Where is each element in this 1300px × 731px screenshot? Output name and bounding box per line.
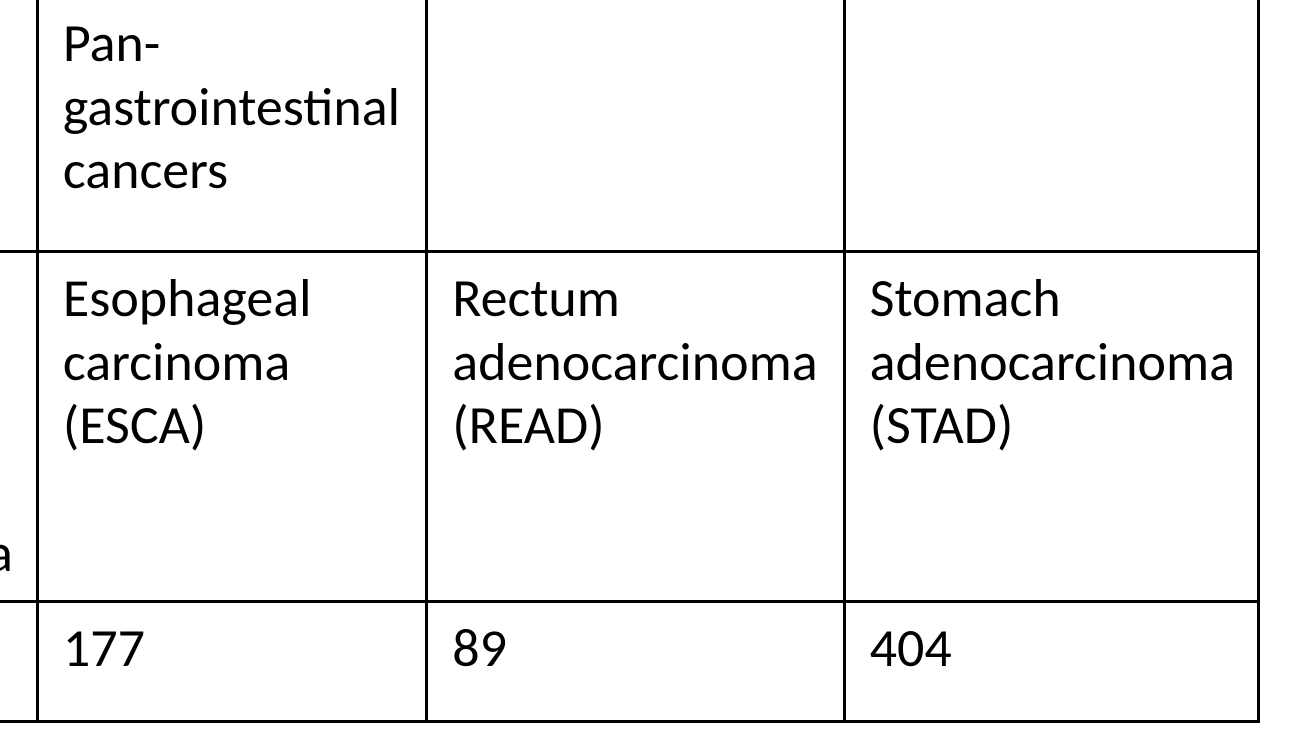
table-cell	[0, 0, 37, 252]
table-row: 177 89 404	[0, 602, 1259, 722]
table-cell: a	[0, 252, 37, 602]
table-cell: Stomach adenocarcinoma (STAD)	[844, 252, 1258, 602]
table-container: Pan-gastrointestinal cancers a Esophagea…	[0, 0, 1300, 731]
table-cell: 404	[844, 602, 1258, 722]
table-cell	[844, 0, 1258, 252]
cancer-table: Pan-gastrointestinal cancers a Esophagea…	[0, 0, 1260, 723]
table-cell: 89	[427, 602, 844, 722]
table-cell: Rectum adenocarcinoma (READ)	[427, 252, 844, 602]
table-cell: Pan-gastrointestinal cancers	[37, 0, 426, 252]
table-row: a Esophageal carcinoma (ESCA) Rectum ade…	[0, 252, 1259, 602]
table-cell	[0, 602, 37, 722]
table-cell: 177	[37, 602, 426, 722]
table-cell: Esophageal carcinoma (ESCA)	[37, 252, 426, 602]
table-row: Pan-gastrointestinal cancers	[0, 0, 1259, 252]
table-cell	[427, 0, 844, 252]
